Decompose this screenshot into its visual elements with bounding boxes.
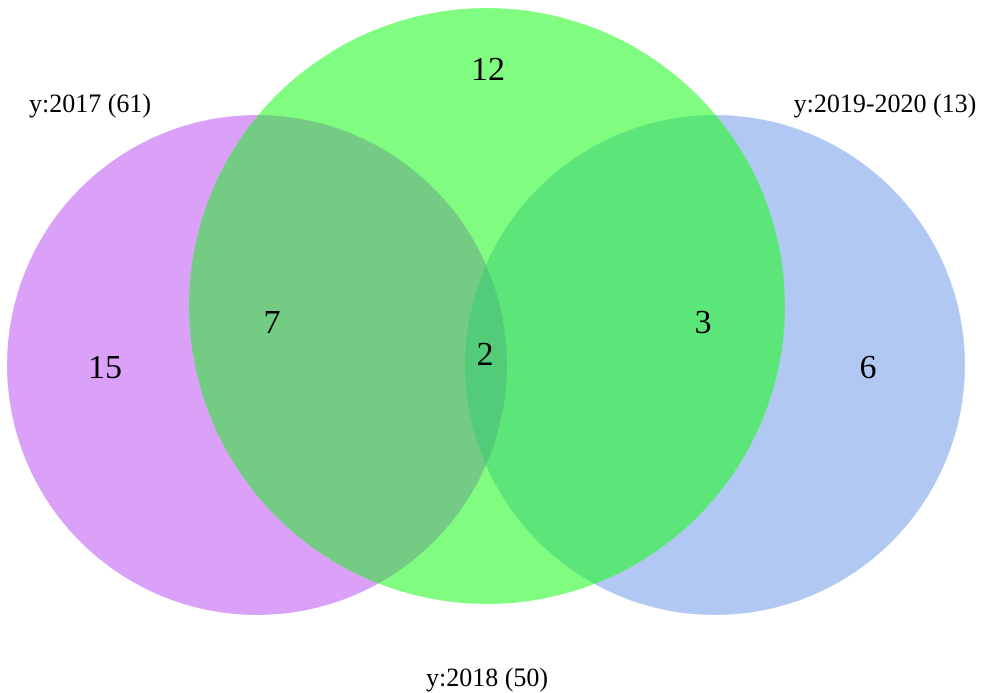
set-label: y:2019-2020 (13) [794, 89, 977, 118]
region-count: 15 [88, 349, 122, 386]
region-count: 2 [477, 336, 494, 373]
set-label: y:2018 (50) [426, 663, 548, 692]
set-label: y:2017 (61) [29, 89, 151, 118]
region-count: 7 [264, 304, 281, 341]
region-count: 3 [695, 304, 712, 341]
region-count: 6 [860, 349, 877, 386]
region-count: 12 [471, 51, 505, 88]
